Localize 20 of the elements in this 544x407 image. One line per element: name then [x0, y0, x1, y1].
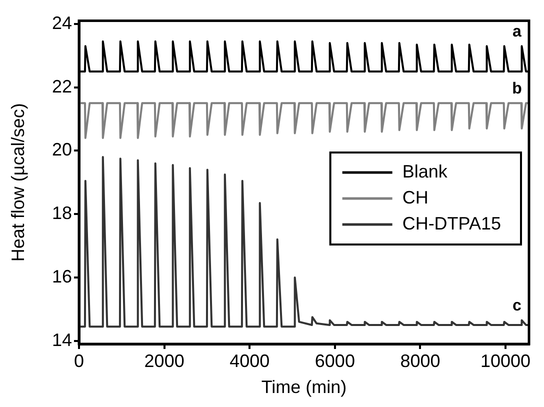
- x-tick-label: 8000: [400, 350, 440, 371]
- legend-label: CH: [402, 188, 428, 208]
- y-tick-label: 22: [52, 76, 72, 96]
- x-tick-label: 0: [74, 350, 84, 371]
- y-tick-label: 16: [52, 266, 72, 286]
- annotation: b: [512, 80, 522, 98]
- annotation: c: [512, 298, 522, 315]
- annotation: a: [512, 24, 522, 41]
- y-tick-label: 24: [52, 12, 72, 33]
- x-axis-title: Time (min): [261, 377, 347, 398]
- legend-label: CH-DTPA15: [402, 214, 502, 234]
- x-tick-label: 2000: [144, 350, 184, 371]
- y-tick-label: 18: [52, 203, 72, 224]
- legend-label: Blank: [402, 162, 448, 182]
- x-tick-label: 10000: [480, 350, 531, 371]
- y-tick-label: 20: [52, 140, 72, 160]
- x-tick-label: 4000: [230, 350, 270, 371]
- y-tick-label: 14: [52, 330, 72, 350]
- x-tick-label: 6000: [314, 350, 355, 371]
- y-axis-title: Heat flow (µcal/sec): [8, 103, 28, 262]
